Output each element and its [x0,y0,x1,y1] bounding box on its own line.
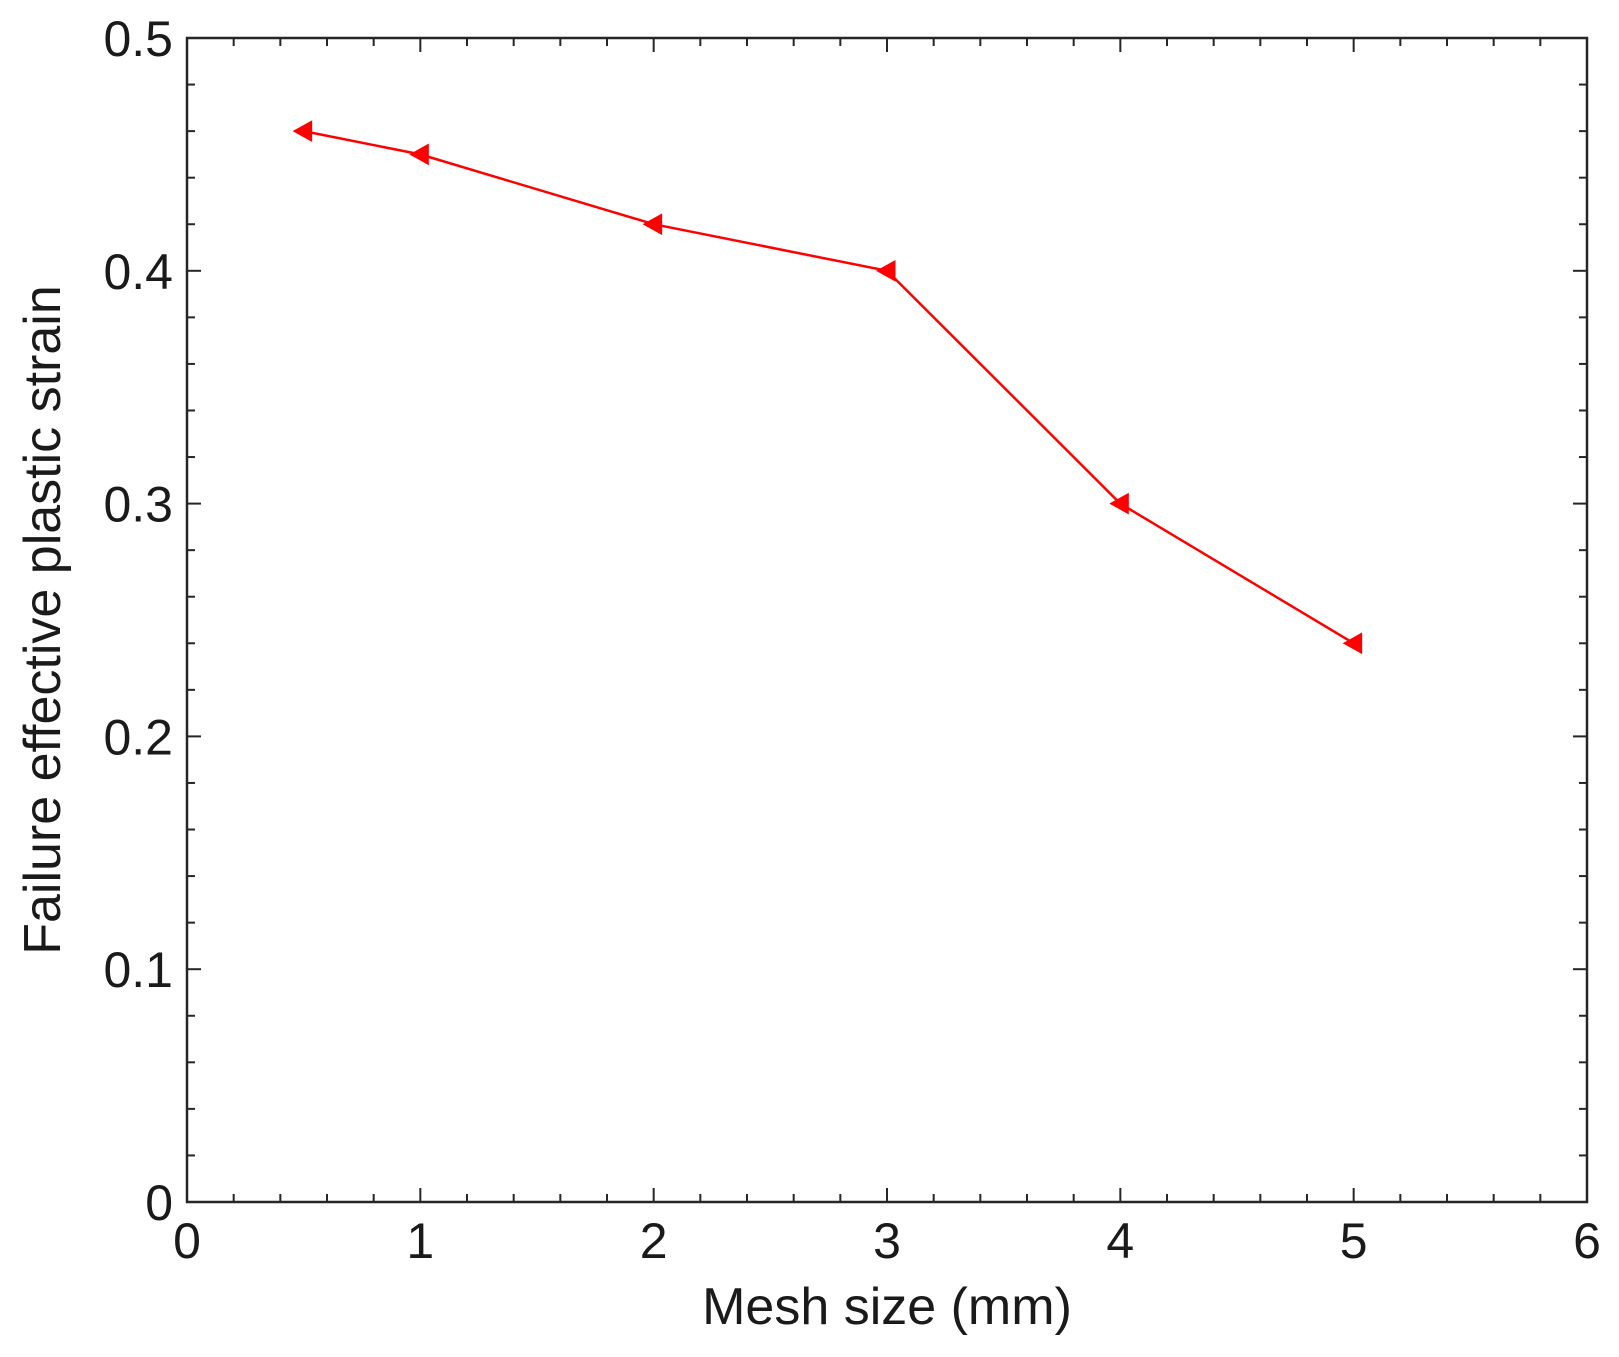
plot-frame [185,36,1589,1204]
x-tick-label: 0 [173,1213,201,1269]
x-tick-label: 5 [1340,1213,1368,1269]
y-tick-label: 0 [145,1175,173,1231]
data-point-marker [1109,492,1129,515]
x-tick-label: 2 [640,1213,668,1269]
x-tick-label: 1 [406,1213,434,1269]
data-point-marker [409,143,429,166]
x-tick-label: 6 [1573,1213,1601,1269]
y-tick-label: 0.5 [103,11,173,67]
y-tick-label: 0.1 [103,942,173,998]
minor-ticks [187,38,1587,1202]
y-axis-title: Failure effective plastic strain [14,285,72,955]
x-axis-title: Mesh size (mm) [702,1278,1072,1336]
data-point-marker [642,213,663,236]
y-tick-labels: 0 0.1 0.2 0.3 0.4 0.5 [103,11,173,1231]
data-point-marker [1342,632,1363,655]
series-line [303,129,1355,645]
x-tick-label: 3 [873,1213,901,1269]
y-tick-label: 0.2 [103,709,173,765]
data-point-marker [875,259,896,282]
x-tick-labels: 0 1 2 3 4 5 6 [173,1213,1601,1269]
y-tick-label: 0.4 [103,244,173,300]
x-tick-label: 4 [1106,1213,1134,1269]
data-point-marker [292,120,313,142]
series-layer [292,120,1363,655]
y-tick-label: 0.3 [103,477,173,533]
